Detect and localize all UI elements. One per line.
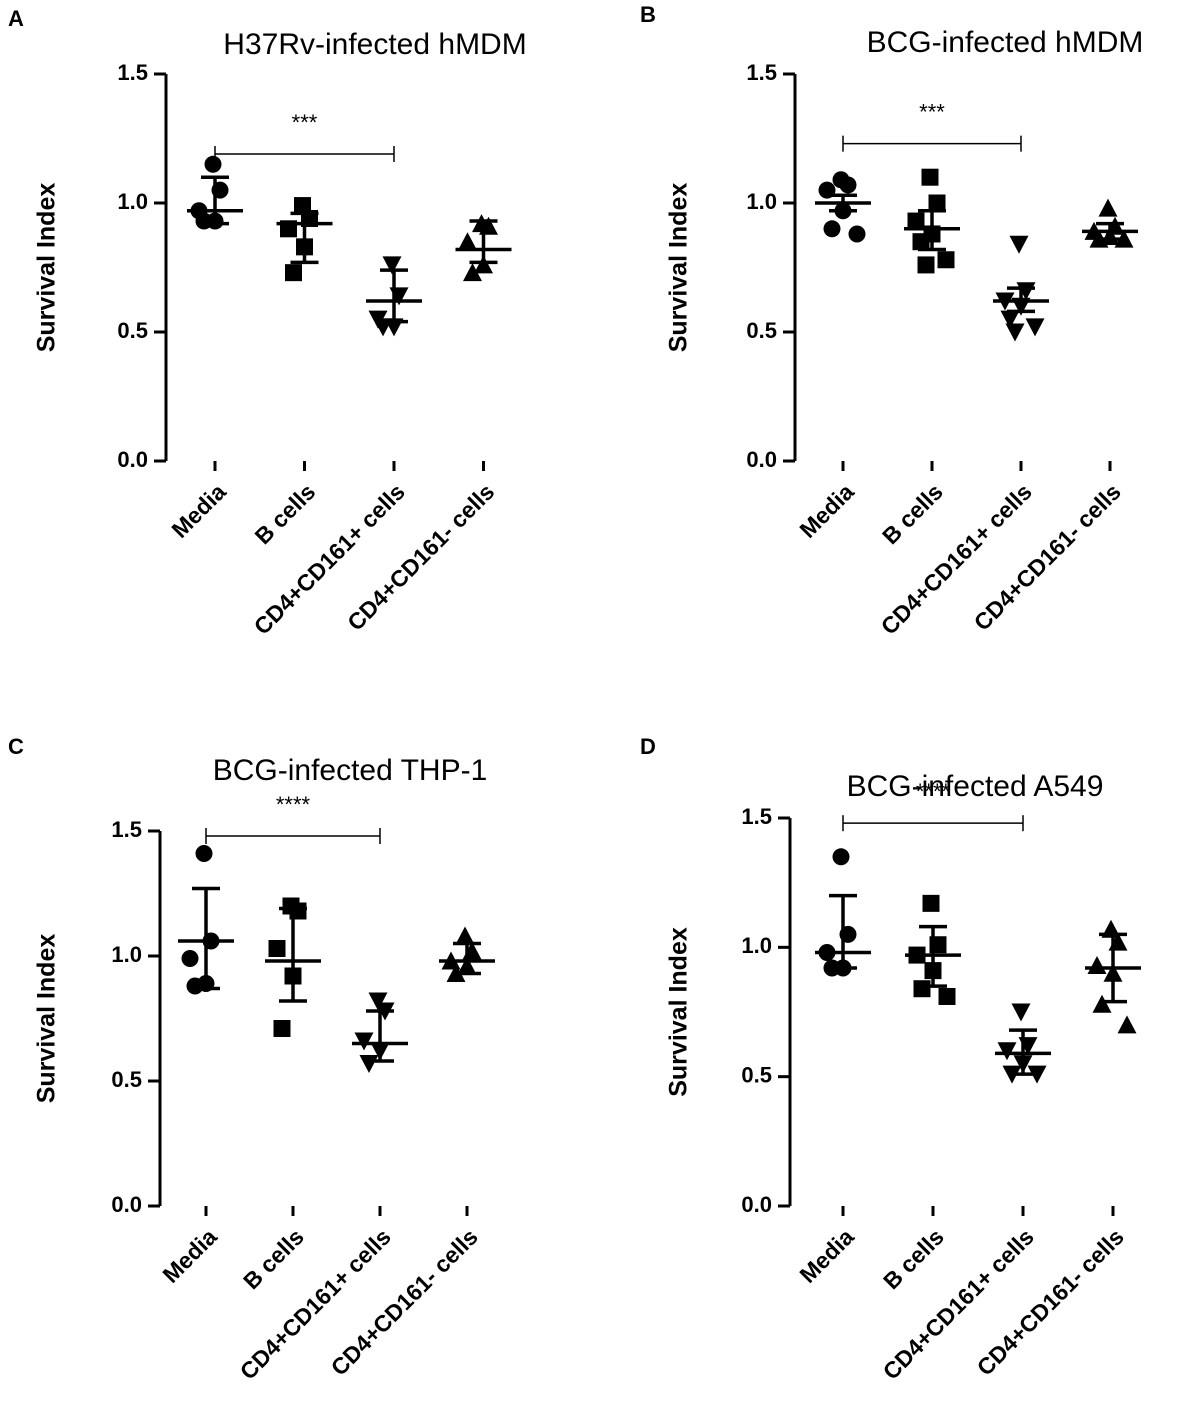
- x-tick-label: Media: [157, 1223, 222, 1288]
- x-tick-label: CD4+CD161- cells: [969, 478, 1126, 635]
- data-point: [359, 1055, 379, 1073]
- y-tick-label: 1.5: [746, 60, 777, 85]
- x-tick-label: B cells: [250, 478, 321, 549]
- y-tick-label: 1.0: [111, 942, 142, 967]
- chart-title: BCG-infected hMDM: [867, 26, 1144, 59]
- x-tick-label: B cells: [878, 1223, 949, 1294]
- panel-label: A: [8, 6, 24, 31]
- significance-label: ***: [919, 99, 945, 124]
- data-point: [1092, 994, 1112, 1013]
- x-tick-label: CD4+CD161- cells: [342, 478, 499, 635]
- data-point: [921, 168, 939, 186]
- panel-label: B: [640, 2, 656, 27]
- data-point: [268, 940, 286, 957]
- data-point: [195, 212, 213, 230]
- data-point: [186, 977, 204, 995]
- y-tick-label: 1.5: [111, 817, 142, 842]
- significance-label: ****: [916, 779, 951, 804]
- data-point: [997, 1042, 1017, 1061]
- data-point: [195, 845, 213, 862]
- x-tick-label: B cells: [238, 1223, 309, 1294]
- y-tick-label: 0.0: [741, 1192, 772, 1217]
- data-point: [354, 1032, 374, 1051]
- data-point: [204, 155, 222, 173]
- data-point: [382, 256, 402, 275]
- data-point: [917, 256, 935, 274]
- y-tick-label: 0.5: [117, 318, 148, 343]
- y-tick-label: 1.5: [117, 60, 148, 85]
- data-point: [368, 992, 388, 1011]
- y-tick-label: 0.5: [741, 1062, 772, 1087]
- data-point: [839, 176, 857, 194]
- significance-label: ***: [292, 110, 318, 135]
- y-tick-label: 0.0: [117, 447, 148, 472]
- y-tick-label: 0.0: [111, 1192, 142, 1217]
- data-point: [823, 220, 841, 238]
- data-point: [1025, 318, 1045, 337]
- data-point: [285, 264, 302, 282]
- x-tick-label: CD4+CD161+ cells: [878, 1223, 1039, 1384]
- chart-title: H37Rv-infected hMDM: [223, 28, 526, 61]
- data-point: [1087, 955, 1107, 974]
- y-tick-label: 0.5: [746, 318, 777, 343]
- chart-title: BCG-infected THP-1: [213, 754, 488, 787]
- x-tick-label: CD4+CD161- cells: [326, 1223, 483, 1380]
- data-point: [1098, 198, 1118, 217]
- data-point: [273, 1020, 291, 1037]
- y-tick-label: 1.0: [746, 189, 777, 214]
- data-point: [938, 987, 956, 1005]
- panel-label: D: [640, 734, 656, 759]
- data-point: [832, 848, 850, 866]
- y-axis-label: Survival Index: [33, 183, 61, 353]
- x-tick-label: B cells: [877, 478, 948, 549]
- data-point: [1005, 323, 1025, 342]
- x-tick-label: CD4+CD161- cells: [972, 1223, 1129, 1380]
- data-point: [474, 255, 493, 274]
- data-point: [922, 894, 940, 912]
- panel-label: C: [8, 734, 24, 759]
- data-point: [1000, 310, 1020, 329]
- y-axis-label: Survival Index: [33, 934, 61, 1104]
- data-point: [458, 232, 477, 251]
- data-point: [848, 225, 866, 243]
- y-tick-label: 1.0: [741, 933, 772, 958]
- data-point: [455, 926, 475, 945]
- data-point: [928, 194, 946, 212]
- y-tick-label: 1.5: [741, 804, 772, 829]
- data-point: [1009, 235, 1029, 254]
- y-axis-label: Survival Index: [665, 183, 693, 353]
- data-point: [463, 263, 482, 282]
- data-point: [1011, 1003, 1031, 1022]
- significance-label: ****: [276, 792, 311, 817]
- x-tick-label: CD4+CD161+ cells: [249, 478, 410, 639]
- y-tick-label: 0.5: [111, 1067, 142, 1092]
- x-tick-label: CD4+CD161+ cells: [876, 478, 1037, 639]
- x-tick-label: CD4+CD161+ cells: [235, 1223, 396, 1384]
- y-tick-label: 0.0: [746, 447, 777, 472]
- x-tick-label: Media: [794, 478, 859, 543]
- x-tick-label: Media: [166, 478, 231, 543]
- y-axis-label: Survival Index: [665, 927, 693, 1097]
- x-tick-label: Media: [794, 1223, 859, 1288]
- data-point: [907, 212, 925, 230]
- data-point: [912, 233, 930, 251]
- data-point: [913, 980, 931, 998]
- y-tick-label: 1.0: [117, 189, 148, 214]
- data-point: [937, 251, 955, 269]
- data-point: [181, 950, 199, 967]
- data-point: [294, 197, 311, 215]
- data-point: [1117, 1015, 1137, 1034]
- chart-title: BCG-infected A549: [847, 770, 1104, 803]
